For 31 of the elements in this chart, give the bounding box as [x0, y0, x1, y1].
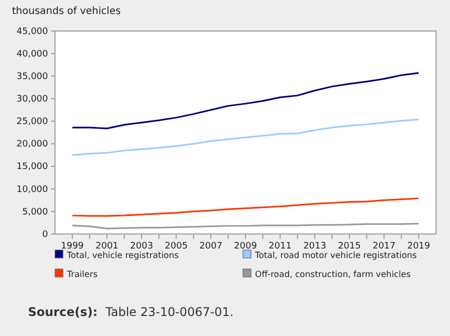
x-tick-label: 2013	[303, 241, 326, 252]
line-series	[72, 198, 420, 217]
y-tick-label: 25,000	[16, 117, 48, 128]
y-tick-label: 0	[42, 230, 48, 240]
x-tick-label: 2011	[268, 241, 292, 252]
x-tick-label: 2003	[130, 241, 154, 252]
x-tick-label: 2001	[96, 241, 118, 252]
y-tick-label: 5,000	[22, 207, 48, 218]
legend-label: Trailers	[66, 270, 98, 280]
x-tick-label: 2005	[164, 241, 188, 252]
source-note: Source(s):	[28, 305, 98, 319]
line-series	[72, 72, 420, 130]
x-tick-label: 1999	[60, 241, 84, 252]
y-tick-label: 10,000	[16, 184, 48, 195]
x-tick-label: 2007	[199, 241, 222, 252]
y-tick-label: 45,000	[16, 26, 48, 37]
caption: Table 23-10-0067-01.	[104, 305, 234, 319]
x-tick-label: 2009	[234, 241, 258, 252]
legend-label: Off-road, construction, farm vehicles	[255, 270, 412, 280]
legend-label: Total, vehicle registrations	[66, 251, 180, 261]
line-series	[72, 118, 420, 156]
y-tick-label: 15,000	[16, 162, 48, 172]
y-tick-label: 35,000	[16, 72, 48, 82]
x-tick-label: 2015	[338, 241, 361, 252]
y-tick-label: 20,000	[16, 140, 48, 150]
y-tick-label: 30,000	[16, 94, 48, 105]
x-tick-label: 2017	[372, 241, 396, 252]
y-axis-title: thousands of vehicles	[12, 6, 121, 17]
legend-label: Total, road motor vehicle registrations	[254, 251, 418, 261]
y-tick-label: 40,000	[16, 49, 48, 60]
x-tick-label: 2019	[407, 241, 430, 252]
